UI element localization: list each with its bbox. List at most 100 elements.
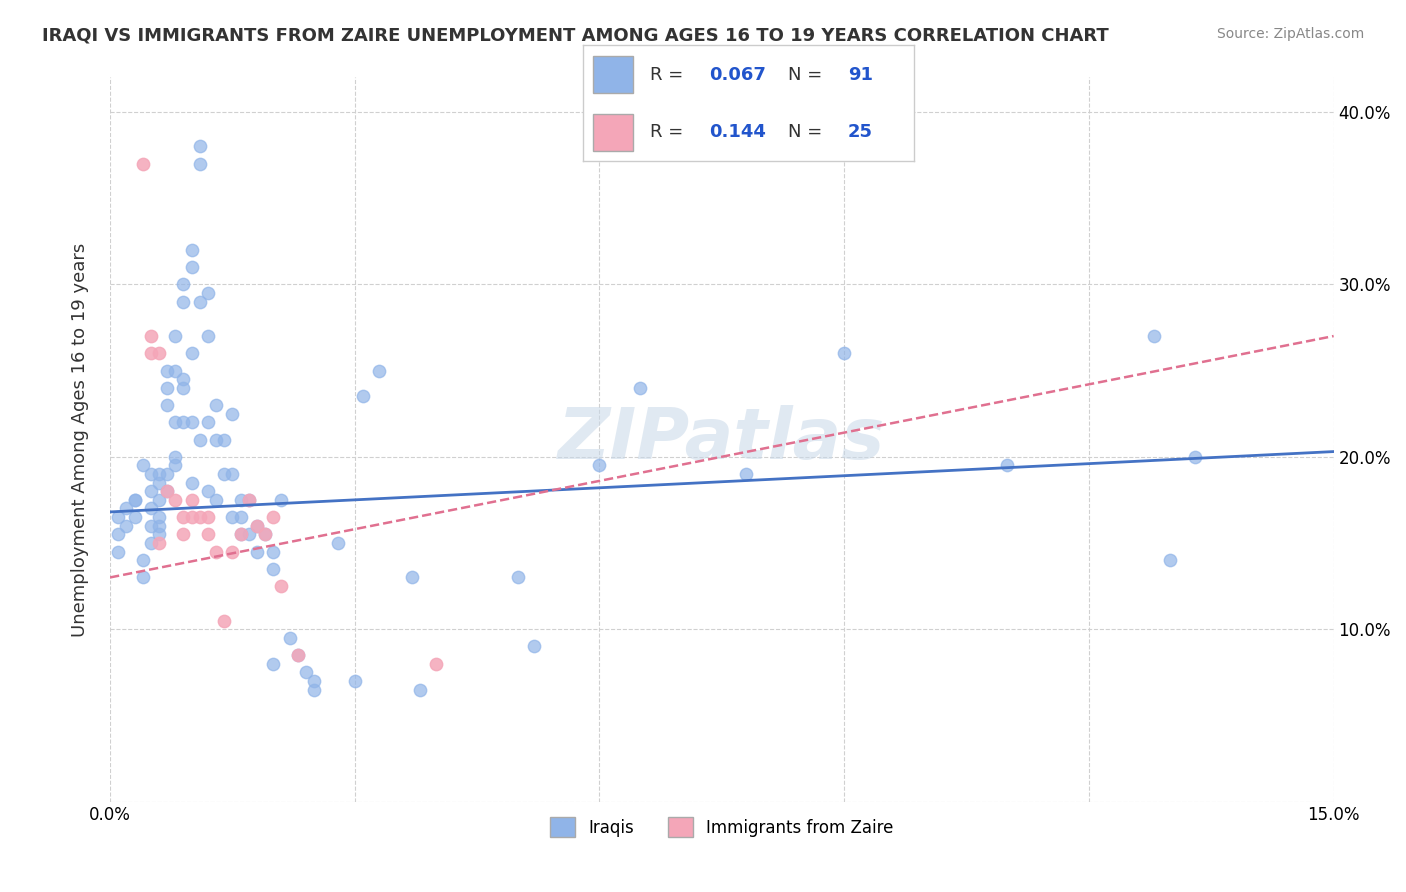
Point <box>246 544 269 558</box>
Point <box>188 294 211 309</box>
Text: 0.144: 0.144 <box>709 122 766 141</box>
Point <box>197 329 219 343</box>
Point <box>148 518 170 533</box>
Point <box>254 527 277 541</box>
Point <box>221 510 243 524</box>
Point <box>343 673 366 688</box>
Point <box>328 536 350 550</box>
Point <box>229 510 252 524</box>
Point <box>628 381 651 395</box>
Point <box>205 398 228 412</box>
Point <box>124 510 146 524</box>
Point <box>115 501 138 516</box>
Point <box>246 518 269 533</box>
Point <box>229 527 252 541</box>
Point <box>131 458 153 473</box>
Point <box>735 467 758 481</box>
Point <box>165 450 187 464</box>
Point <box>262 657 284 671</box>
Point <box>156 381 179 395</box>
Point <box>107 527 129 541</box>
Point <box>173 277 195 292</box>
Point <box>995 458 1018 473</box>
Point <box>188 139 211 153</box>
Point <box>115 518 138 533</box>
Point <box>165 492 187 507</box>
Point <box>278 631 301 645</box>
Point <box>156 363 179 377</box>
Text: IRAQI VS IMMIGRANTS FROM ZAIRE UNEMPLOYMENT AMONG AGES 16 TO 19 YEARS CORRELATIO: IRAQI VS IMMIGRANTS FROM ZAIRE UNEMPLOYM… <box>42 27 1109 45</box>
Point <box>173 415 195 429</box>
Point <box>139 329 162 343</box>
Point <box>148 536 170 550</box>
Point <box>139 484 162 499</box>
Point <box>401 570 423 584</box>
Point <box>180 346 202 360</box>
Point <box>139 467 162 481</box>
Point <box>523 640 546 654</box>
Point <box>287 648 309 662</box>
Point <box>139 346 162 360</box>
Point <box>180 475 202 490</box>
Point <box>180 260 202 274</box>
Point <box>221 544 243 558</box>
Point <box>229 492 252 507</box>
Point <box>139 501 162 516</box>
FancyBboxPatch shape <box>593 114 633 152</box>
Point <box>368 363 391 377</box>
FancyBboxPatch shape <box>593 56 633 94</box>
Point <box>1184 450 1206 464</box>
Text: R =: R = <box>650 66 689 84</box>
Y-axis label: Unemployment Among Ages 16 to 19 years: Unemployment Among Ages 16 to 19 years <box>72 243 89 637</box>
Point <box>262 510 284 524</box>
Text: 25: 25 <box>848 122 873 141</box>
Point <box>409 682 432 697</box>
Point <box>139 518 162 533</box>
Point <box>238 492 260 507</box>
Point <box>1160 553 1182 567</box>
Point <box>165 363 187 377</box>
Text: N =: N = <box>789 122 828 141</box>
Point <box>229 527 252 541</box>
Point <box>173 294 195 309</box>
Point <box>197 510 219 524</box>
Point <box>107 544 129 558</box>
Point <box>148 346 170 360</box>
Point <box>165 329 187 343</box>
Point <box>180 415 202 429</box>
Point <box>124 492 146 507</box>
Point <box>262 544 284 558</box>
Point <box>165 458 187 473</box>
Text: R =: R = <box>650 122 689 141</box>
Point <box>180 510 202 524</box>
Point <box>124 492 146 507</box>
Point <box>214 614 236 628</box>
Point <box>214 433 236 447</box>
Point <box>156 398 179 412</box>
Point <box>148 467 170 481</box>
Point <box>148 475 170 490</box>
Point <box>205 544 228 558</box>
Point <box>205 492 228 507</box>
Point <box>180 492 202 507</box>
Point <box>588 458 610 473</box>
Point <box>221 407 243 421</box>
Point <box>180 243 202 257</box>
Point <box>246 518 269 533</box>
Text: Source: ZipAtlas.com: Source: ZipAtlas.com <box>1216 27 1364 41</box>
Point <box>197 484 219 499</box>
Point <box>107 510 129 524</box>
Point <box>302 673 325 688</box>
Legend: Iraqis, Immigrants from Zaire: Iraqis, Immigrants from Zaire <box>544 810 900 844</box>
Point <box>238 527 260 541</box>
Point <box>148 510 170 524</box>
Point <box>197 285 219 300</box>
Point <box>1143 329 1166 343</box>
Point <box>197 415 219 429</box>
Text: N =: N = <box>789 66 828 84</box>
Text: 0.067: 0.067 <box>709 66 766 84</box>
Point <box>197 527 219 541</box>
Point <box>148 492 170 507</box>
Point <box>188 510 211 524</box>
Point <box>205 433 228 447</box>
